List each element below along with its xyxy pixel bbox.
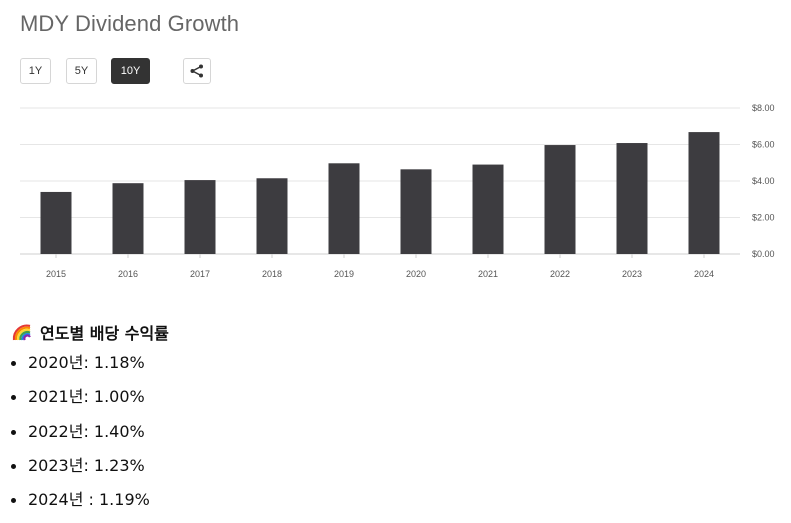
bullet-icon — [11, 429, 16, 435]
bar — [112, 183, 144, 254]
x-tick-label: 2016 — [118, 269, 138, 279]
share-button[interactable] — [183, 58, 211, 84]
section-heading: 연도별 배당 수익률 — [12, 320, 169, 344]
x-tick-label: 2019 — [334, 269, 354, 279]
share-icon — [190, 64, 203, 78]
list-item: 2023년: 1.23% — [0, 449, 150, 483]
list-item: 2022년: 1.40% — [0, 415, 150, 449]
range-button-5y[interactable]: 5Y — [66, 58, 97, 84]
yield-text: 2021년: 1.00% — [28, 387, 145, 407]
yield-text: 2020년: 1.18% — [28, 353, 145, 372]
y-tick-label: $4.00 — [752, 176, 775, 186]
bar — [472, 164, 504, 254]
bullet-icon — [11, 463, 16, 469]
x-tick-label: 2023 — [622, 269, 642, 279]
yield-text: 2023년: 1.23% — [28, 455, 145, 475]
bar — [544, 145, 576, 254]
bullet-icon — [11, 395, 16, 401]
x-tick-label: 2020 — [406, 269, 426, 279]
y-tick-label: $8.00 — [752, 103, 775, 113]
x-tick-label: 2018 — [262, 269, 282, 279]
bar — [256, 178, 288, 254]
bar — [328, 163, 360, 254]
bar — [184, 180, 216, 254]
section-title: 연도별 배당 수익률 — [40, 324, 169, 343]
bullet-icon — [11, 361, 16, 366]
x-tick-label: 2017 — [190, 269, 210, 279]
yield-text: 2022년: 1.40% — [28, 421, 145, 441]
list-item: 2020년: 1.18% — [0, 346, 150, 380]
range-button-10y[interactable]: 10Y — [111, 58, 150, 84]
x-tick-label: 2024 — [694, 269, 714, 279]
bar — [688, 132, 720, 254]
page-title: MDY Dividend Growth — [20, 11, 240, 36]
x-tick-label: 2021 — [478, 269, 498, 279]
list-item: 2024년 : 1.19% — [0, 483, 150, 517]
bar — [616, 143, 648, 254]
bullet-icon — [11, 498, 16, 504]
yield-text: 2024년 : 1.19% — [28, 490, 150, 510]
list-item: 2021년: 1.00% — [0, 380, 150, 414]
bar — [40, 191, 72, 254]
range-button-1y[interactable]: 1Y — [20, 58, 51, 84]
dividend-bar-chart: $8.00 $6.00 $4.00 $2.00 $0.00 2015 2016 2017 201… — [20, 103, 775, 279]
x-tick-label: 2015 — [46, 269, 66, 279]
y-tick-label: $2.00 — [752, 213, 775, 223]
x-tick-label: 2022 — [550, 269, 570, 279]
yield-list: 2020년: 1.18% 2021년: 1.00% 2022년: 1.40% 2… — [0, 346, 150, 517]
y-tick-label: $0.00 — [752, 249, 775, 259]
bar — [400, 169, 432, 254]
rainbow-icon — [12, 324, 31, 341]
y-tick-label: $6.00 — [752, 140, 775, 150]
